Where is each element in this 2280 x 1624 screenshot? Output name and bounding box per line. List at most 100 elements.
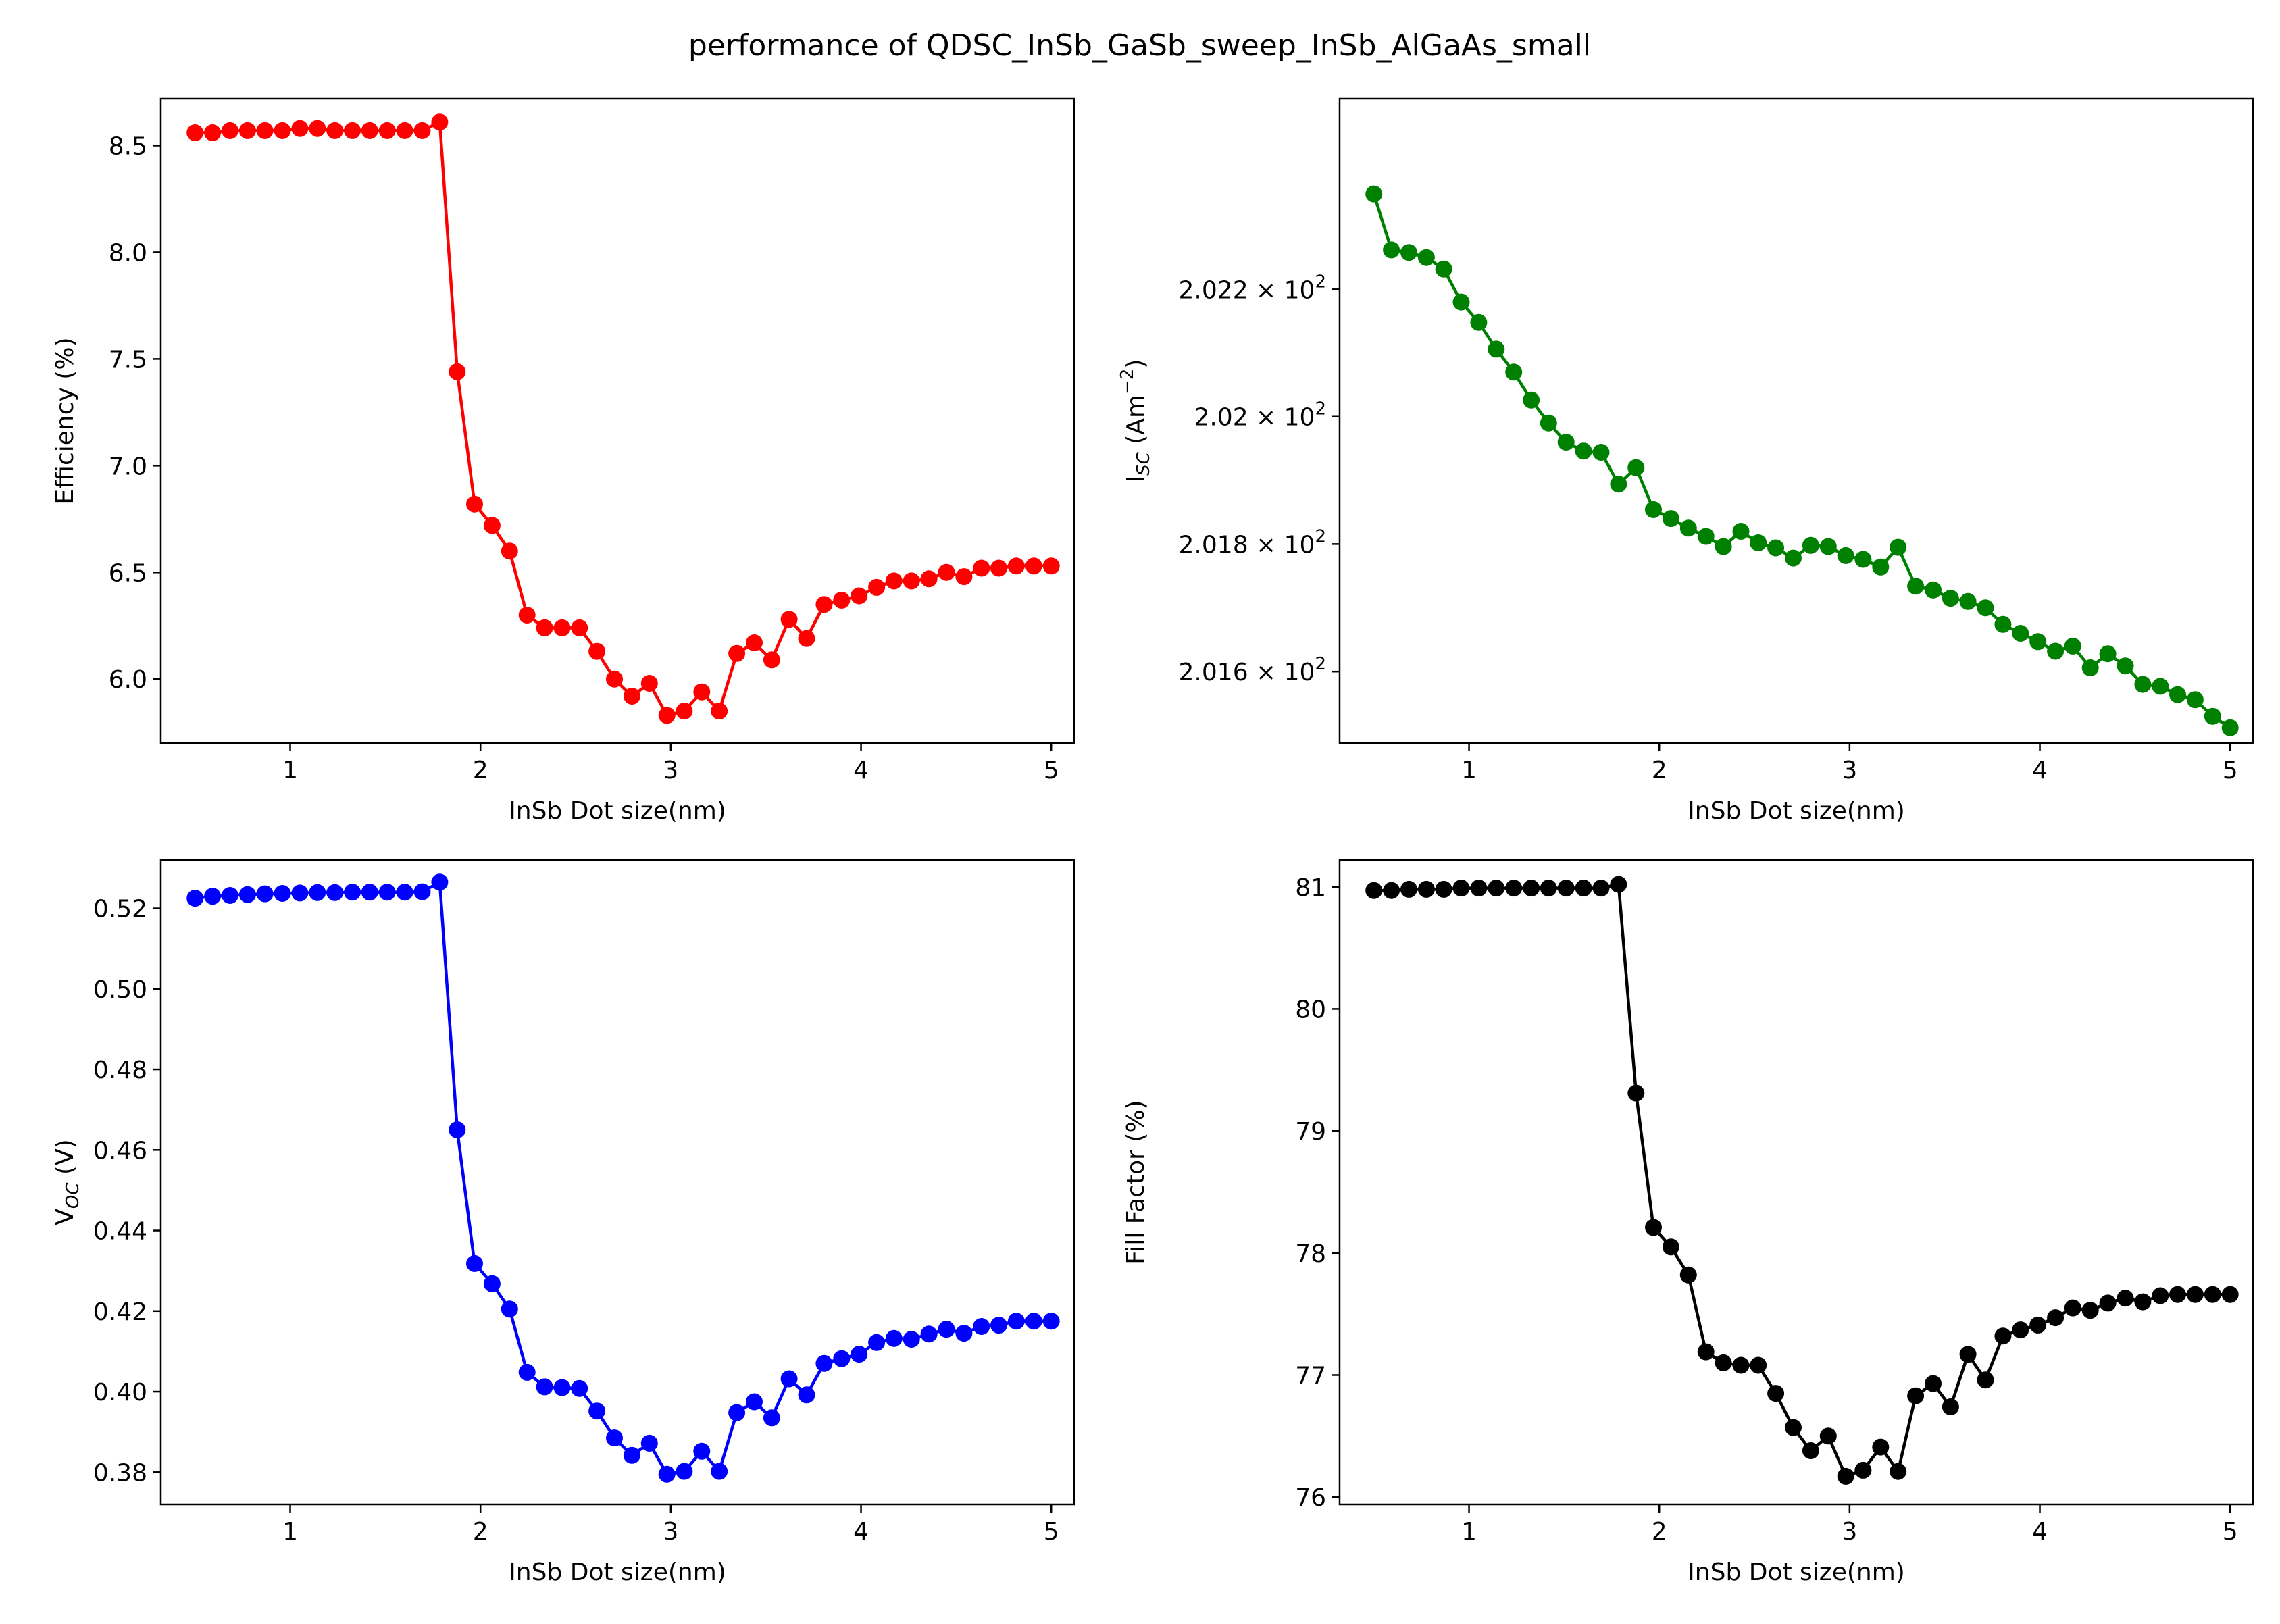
x-tick-label: 2 bbox=[473, 1518, 488, 1546]
data-point bbox=[728, 1404, 746, 1421]
data-point bbox=[1452, 293, 1470, 311]
data-point bbox=[536, 619, 553, 636]
axes-frame bbox=[159, 859, 1075, 1506]
data-point bbox=[1025, 557, 1042, 575]
y-tick-label: 0.44 bbox=[93, 1218, 147, 1246]
data-point bbox=[326, 122, 344, 139]
data-point bbox=[640, 675, 658, 692]
data-point bbox=[1417, 880, 1435, 898]
y-tick-label: 77 bbox=[1295, 1362, 1326, 1390]
data-point bbox=[1417, 249, 1435, 266]
data-point bbox=[1679, 1266, 1697, 1284]
data-point bbox=[571, 619, 588, 636]
data-point bbox=[1042, 1313, 1060, 1330]
data-point bbox=[1505, 880, 1523, 897]
data-point bbox=[1907, 1387, 1925, 1404]
figure-title: performance of QDSC_InSb_GaSb_sweep_InSb… bbox=[688, 28, 1591, 63]
x-axis-label: InSb Dot size(nm) bbox=[509, 1558, 726, 1586]
data-point bbox=[851, 587, 868, 605]
data-point bbox=[815, 596, 833, 613]
data-point bbox=[1732, 523, 1750, 540]
y-axis-label: Efficiency (%) bbox=[51, 337, 79, 504]
data-point bbox=[1365, 882, 1383, 899]
data-point bbox=[833, 591, 851, 609]
data-point bbox=[1435, 260, 1452, 278]
data-point bbox=[1540, 414, 1557, 432]
data-point bbox=[1925, 581, 1942, 599]
x-axis-label: InSb Dot size(nm) bbox=[509, 797, 726, 825]
data-point bbox=[920, 570, 938, 588]
data-point bbox=[1627, 1084, 1645, 1102]
data-point bbox=[1959, 592, 1977, 610]
data-point bbox=[2099, 645, 2117, 663]
data-point bbox=[2221, 719, 2239, 736]
data-point bbox=[1452, 880, 1470, 897]
y-tick-label: 0.40 bbox=[93, 1379, 147, 1406]
data-point bbox=[1470, 313, 1488, 331]
subplot-3: 1 2 3 4 5 0.38 0.40 0.42 0.44 0.46 0.48 0.50 0.52 InS… bbox=[51, 859, 1075, 1586]
data-point bbox=[2204, 1286, 2221, 1303]
y-tick-label: 7.0 bbox=[109, 453, 147, 480]
y-tick-label: 0.48 bbox=[93, 1057, 147, 1084]
y-tick-label: 0.38 bbox=[93, 1459, 147, 1487]
data-point bbox=[2134, 1293, 2152, 1311]
data-point bbox=[466, 495, 483, 513]
data-point bbox=[361, 122, 378, 139]
data-point bbox=[2152, 1287, 2169, 1304]
data-point bbox=[1383, 241, 1400, 259]
data-point bbox=[1007, 557, 1025, 575]
data-point bbox=[938, 1321, 955, 1338]
data-point bbox=[1645, 1219, 1662, 1236]
y-tick-label: 81 bbox=[1295, 874, 1326, 902]
data-point bbox=[1505, 363, 1523, 381]
data-point bbox=[990, 559, 1007, 577]
data-point bbox=[2186, 691, 2204, 709]
data-point bbox=[361, 884, 378, 901]
data-point bbox=[903, 1331, 920, 1348]
x-tick-label: 5 bbox=[1044, 1518, 1059, 1546]
data-point bbox=[2204, 707, 2221, 725]
data-point bbox=[833, 1350, 851, 1367]
x-axis-label: InSb Dot size(nm) bbox=[1688, 797, 1905, 825]
data-point bbox=[1592, 880, 1610, 897]
data-point bbox=[2152, 678, 2169, 695]
data-point bbox=[693, 683, 711, 701]
data-point bbox=[326, 884, 344, 901]
x-tick-label: 2 bbox=[473, 757, 488, 784]
data-point bbox=[1627, 459, 1645, 476]
data-point bbox=[1959, 1346, 1977, 1363]
data-point bbox=[728, 644, 746, 662]
data-point bbox=[1523, 391, 1540, 409]
data-point bbox=[2169, 1286, 2186, 1303]
data-point bbox=[396, 884, 413, 901]
data-point bbox=[763, 651, 780, 669]
data-point bbox=[851, 1346, 868, 1363]
data-point bbox=[1802, 536, 1819, 554]
y-tick-label: 78 bbox=[1295, 1240, 1326, 1268]
data-point bbox=[309, 120, 326, 137]
data-point bbox=[238, 122, 256, 139]
data-point bbox=[1854, 551, 1872, 568]
data-point bbox=[1994, 1327, 2012, 1345]
data-point bbox=[518, 1363, 536, 1381]
data-point bbox=[413, 883, 431, 900]
data-point bbox=[1610, 876, 1627, 893]
data-point bbox=[1042, 557, 1060, 575]
data-point bbox=[483, 517, 501, 534]
data-point bbox=[780, 611, 798, 628]
data-point bbox=[2047, 642, 2064, 660]
data-point bbox=[640, 1434, 658, 1452]
x-tick-label: 1 bbox=[282, 1518, 298, 1546]
data-point bbox=[2064, 637, 2081, 655]
data-point bbox=[518, 607, 536, 624]
data-point bbox=[1592, 444, 1610, 461]
data-point bbox=[1819, 538, 1837, 555]
data-point bbox=[1802, 1442, 1819, 1459]
data-point bbox=[2221, 1286, 2239, 1303]
data-point bbox=[449, 1121, 466, 1138]
data-point bbox=[973, 559, 990, 577]
data-point bbox=[588, 642, 606, 660]
axes-frame bbox=[1338, 859, 2254, 1506]
x-tick-label: 4 bbox=[853, 1518, 869, 1546]
data-point bbox=[413, 122, 431, 139]
